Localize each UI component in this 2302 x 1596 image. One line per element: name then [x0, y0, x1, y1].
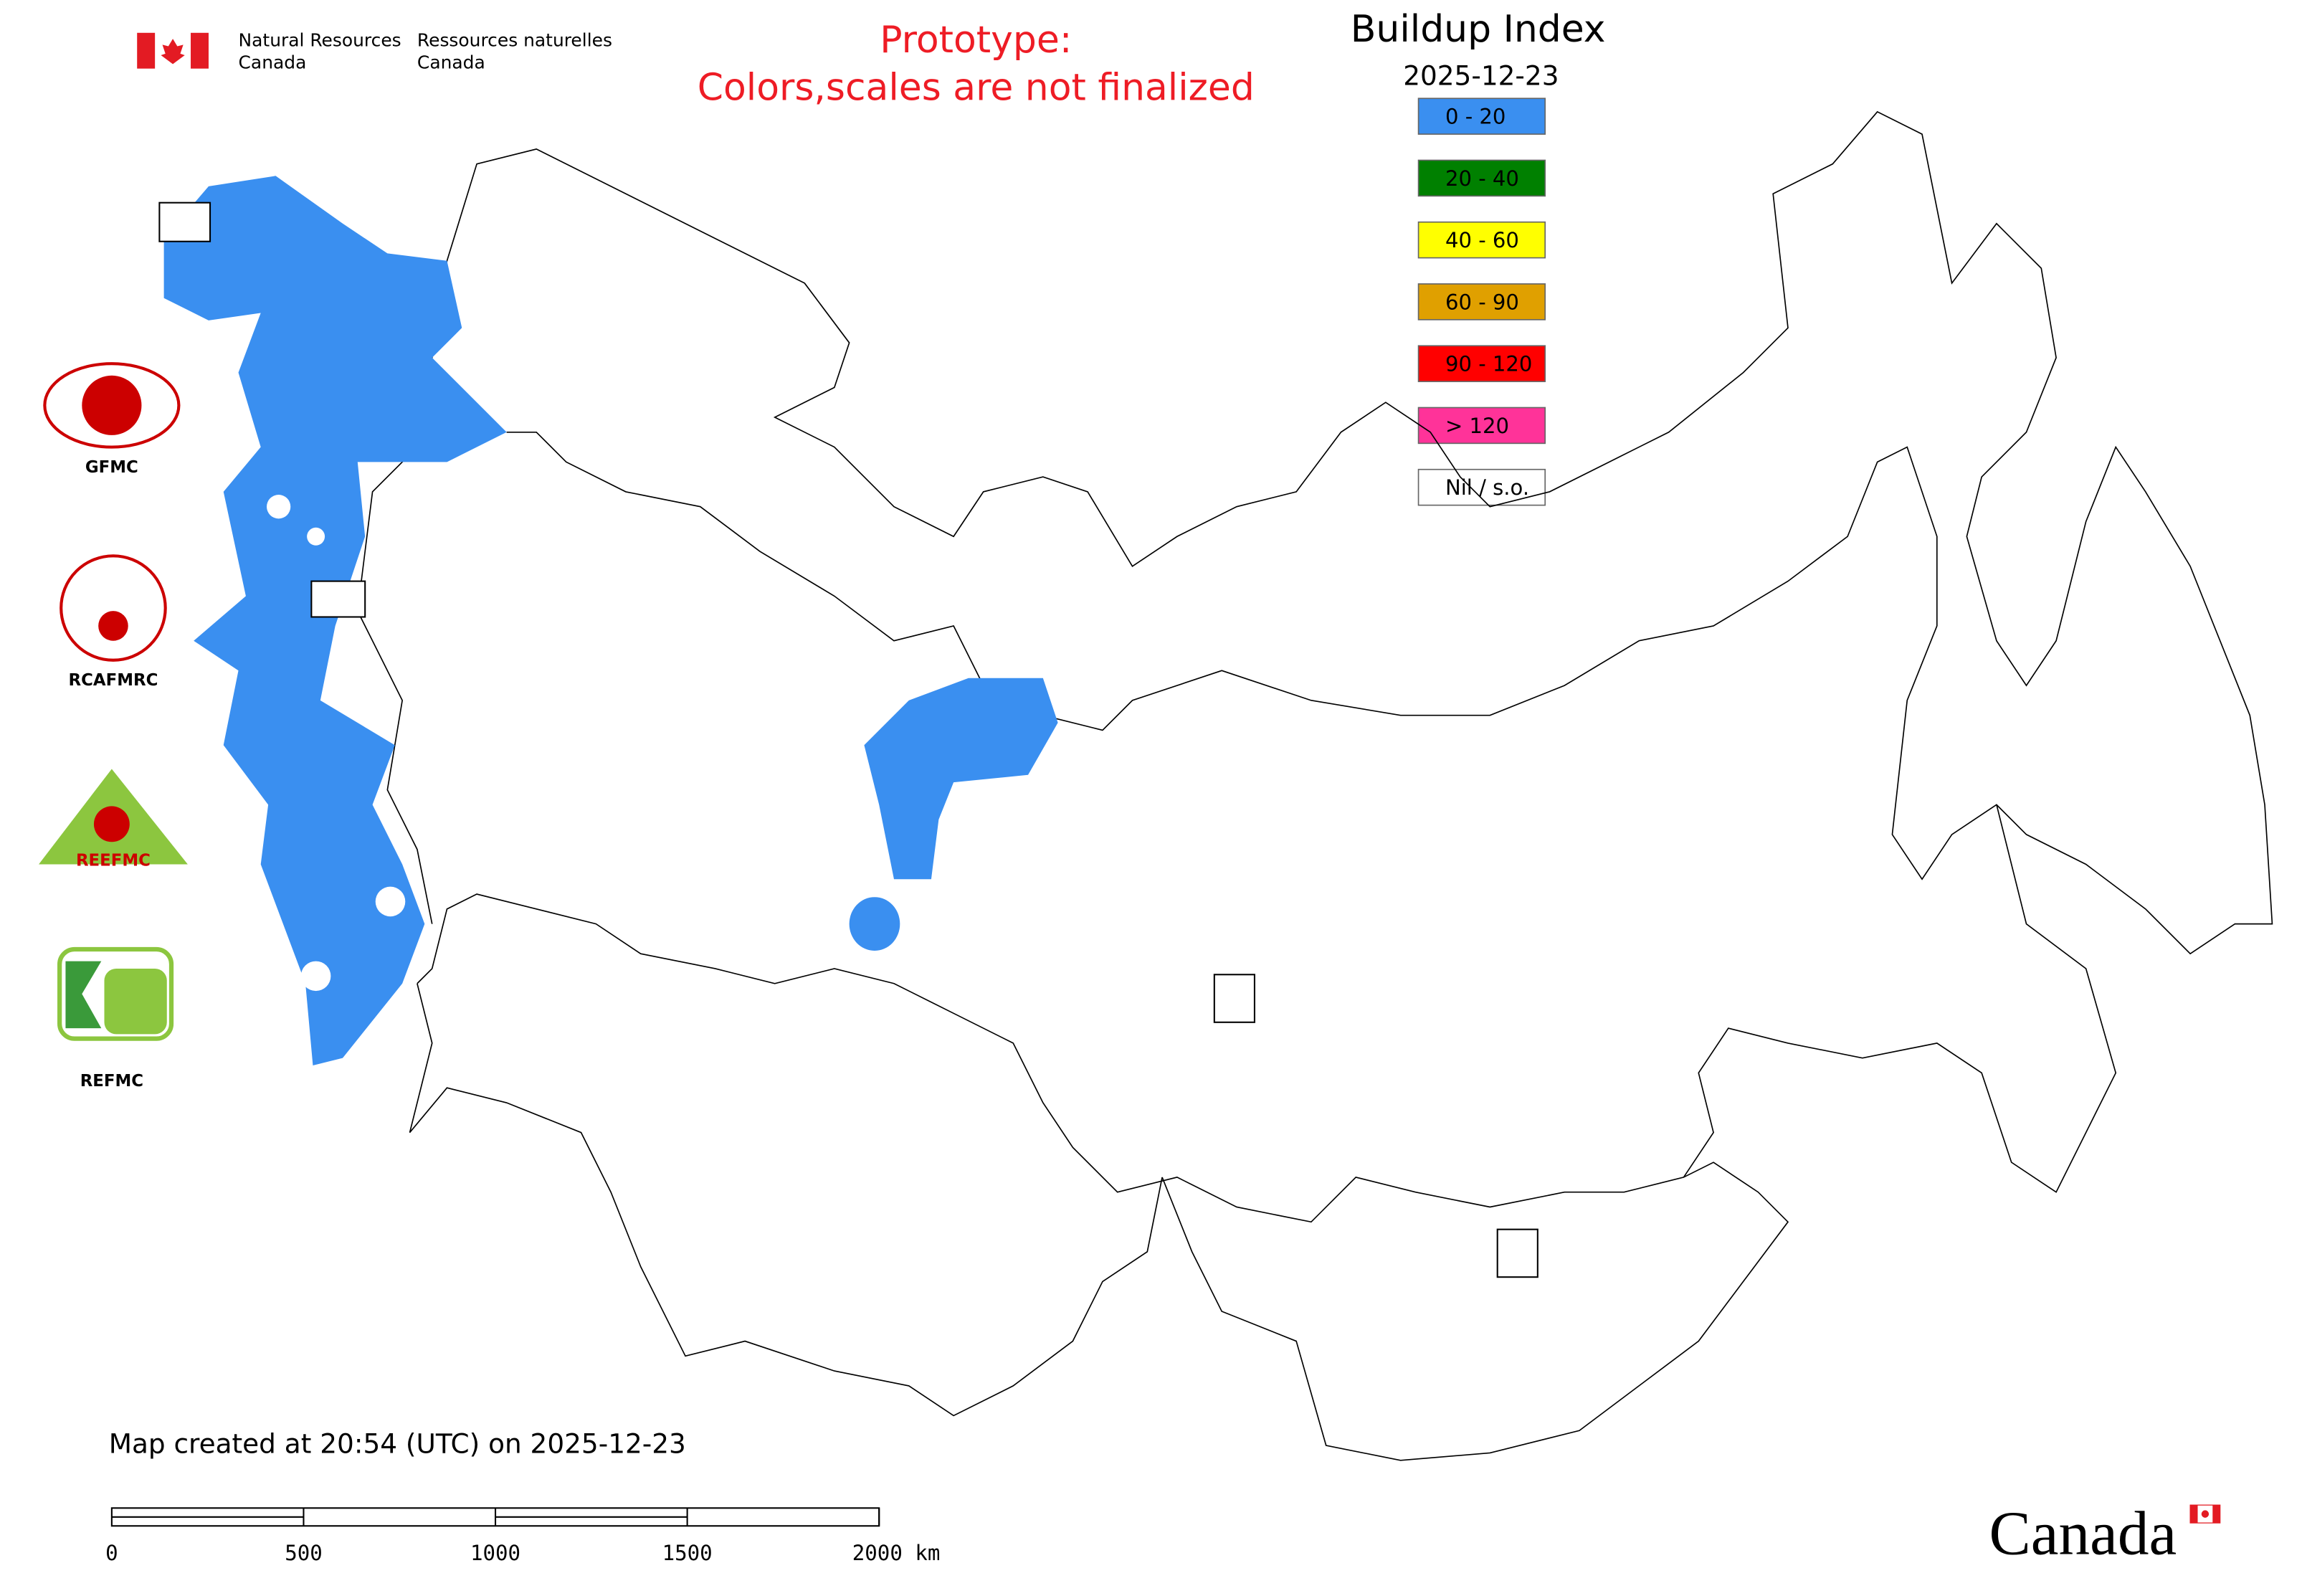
index-regions	[163, 176, 1058, 1066]
agency-en: Canada	[239, 52, 307, 73]
legend-swatch	[1417, 98, 1546, 135]
scale-label: 1500	[662, 1541, 713, 1565]
scale-label: 500	[285, 1541, 323, 1565]
map-icon	[1496, 1228, 1538, 1278]
legend-label: 40 - 60	[1445, 228, 1519, 252]
notice: Prototype:	[880, 19, 1072, 62]
nrcan-flag	[137, 32, 209, 69]
agency-en: Natural Resources	[239, 29, 401, 50]
region-hole	[300, 961, 331, 992]
logo-label: RCAFMRC	[69, 671, 158, 690]
legend-swatch	[1417, 468, 1546, 506]
logo-gfmc	[43, 362, 181, 449]
region	[864, 678, 1058, 880]
notice: Colors,scales are not finalized	[698, 66, 1255, 109]
logo-refmc	[57, 946, 174, 1041]
legend-label: > 120	[1445, 414, 1509, 438]
logo-reefmc	[39, 769, 188, 865]
legend-swatch	[1417, 345, 1546, 382]
region	[849, 897, 900, 951]
legend-label: 0 - 20	[1445, 105, 1506, 129]
agency-fr: Canada	[417, 52, 485, 73]
legend-swatch	[1417, 283, 1546, 320]
legend-label: Nil / s.o.	[1445, 475, 1529, 500]
logo-label: REFMC	[80, 1072, 143, 1091]
scale-label: 0	[105, 1541, 118, 1565]
south-border	[417, 804, 2117, 1223]
region-hole	[307, 527, 325, 546]
region	[163, 176, 507, 1066]
kazakhstan-border	[409, 983, 1163, 1417]
scale-label: 1000	[470, 1541, 520, 1565]
legend-swatch	[1417, 407, 1546, 445]
legend: 0 - 20 20 - 40 40 - 60 60 - 90 90 - 120 > 120…	[1417, 98, 1546, 506]
region-hole	[375, 886, 406, 917]
legend-label: 60 - 90	[1445, 290, 1519, 314]
map-icon	[158, 201, 211, 242]
legend-swatch	[1417, 159, 1546, 197]
map-icon	[1213, 974, 1255, 1023]
mongolia-border	[1161, 1162, 1789, 1461]
logo-label: GFMC	[85, 458, 138, 477]
coastline	[446, 110, 2273, 955]
canada-flag	[2189, 1504, 2221, 1524]
agency-fr: Ressources naturelles	[417, 29, 612, 50]
created-note: Map created at 20:54 (UTC) on 2025-12-23	[109, 1428, 686, 1459]
map-icon	[310, 580, 366, 618]
legend-title: Buildup Index	[1351, 8, 1606, 51]
region-hole	[267, 495, 291, 519]
legend-label: 20 - 40	[1445, 166, 1519, 191]
legend-date: 2025-12-23	[1403, 60, 1559, 92]
scale-label: 2000 km	[852, 1541, 941, 1565]
basemap	[356, 110, 2273, 1461]
canada-wordmark: Canada	[1989, 1498, 2177, 1568]
logo-rcafmrc	[60, 554, 167, 662]
scale-bar: 0 500 1000 1500 2000 km	[105, 1507, 941, 1565]
legend-label: 90 - 120	[1445, 352, 1532, 376]
logo-text: REEFMC	[76, 852, 151, 870]
legend-swatch	[1417, 221, 1546, 259]
